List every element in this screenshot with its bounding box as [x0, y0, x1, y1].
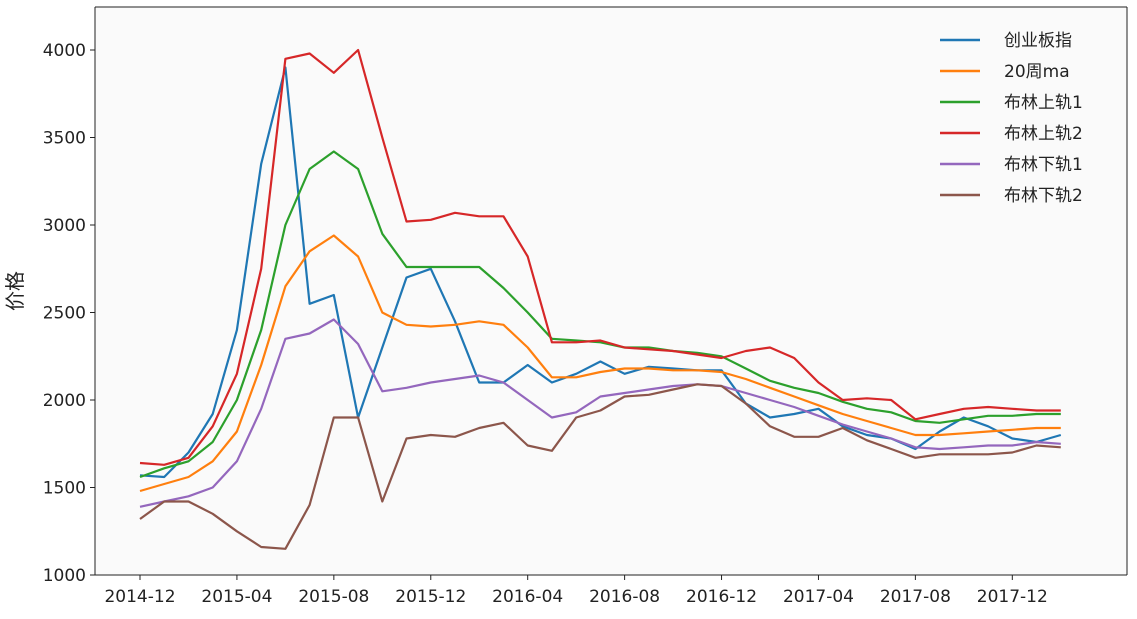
y-tick-label: 3000	[43, 216, 86, 236]
x-tick-label: 2015-08	[298, 587, 369, 607]
y-axis-label: 价格	[3, 271, 27, 311]
series-line-5	[139, 318, 1061, 508]
x-tick-label: 2017-08	[880, 587, 951, 607]
x-tick-label: 2017-12	[977, 587, 1048, 607]
x-tick-label: 2015-04	[201, 587, 272, 607]
x-tick-label: 2015-12	[395, 587, 466, 607]
x-tick-label: 2014-12	[104, 587, 175, 607]
legend-label: 20周ma	[1004, 62, 1070, 82]
series-line-3	[139, 150, 1061, 479]
x-tick-label: 2016-04	[492, 587, 563, 607]
legend-label: 布林下轨1	[1004, 155, 1083, 175]
x-tick-label: 2016-08	[589, 587, 660, 607]
x-tick-label: 2017-04	[783, 587, 854, 607]
legend-label: 布林下轨2	[1004, 186, 1083, 206]
legend-label: 创业板指	[1004, 31, 1072, 51]
series-line-2	[139, 234, 1061, 493]
y-tick-label: 1000	[43, 566, 86, 586]
y-tick-label: 1500	[43, 479, 86, 499]
y-tick-label: 2500	[43, 304, 86, 324]
x-tick-label: 2016-12	[686, 587, 757, 607]
y-tick-label: 3500	[43, 129, 86, 149]
plot-background	[95, 7, 1127, 575]
y-tick-label: 2000	[43, 391, 86, 411]
y-tick-label: 4000	[43, 41, 86, 61]
series-line-6	[139, 383, 1061, 550]
legend-label: 布林上轨2	[1004, 124, 1083, 144]
legend-label: 布林上轨1	[1004, 93, 1083, 113]
series-line-4	[139, 48, 1061, 466]
